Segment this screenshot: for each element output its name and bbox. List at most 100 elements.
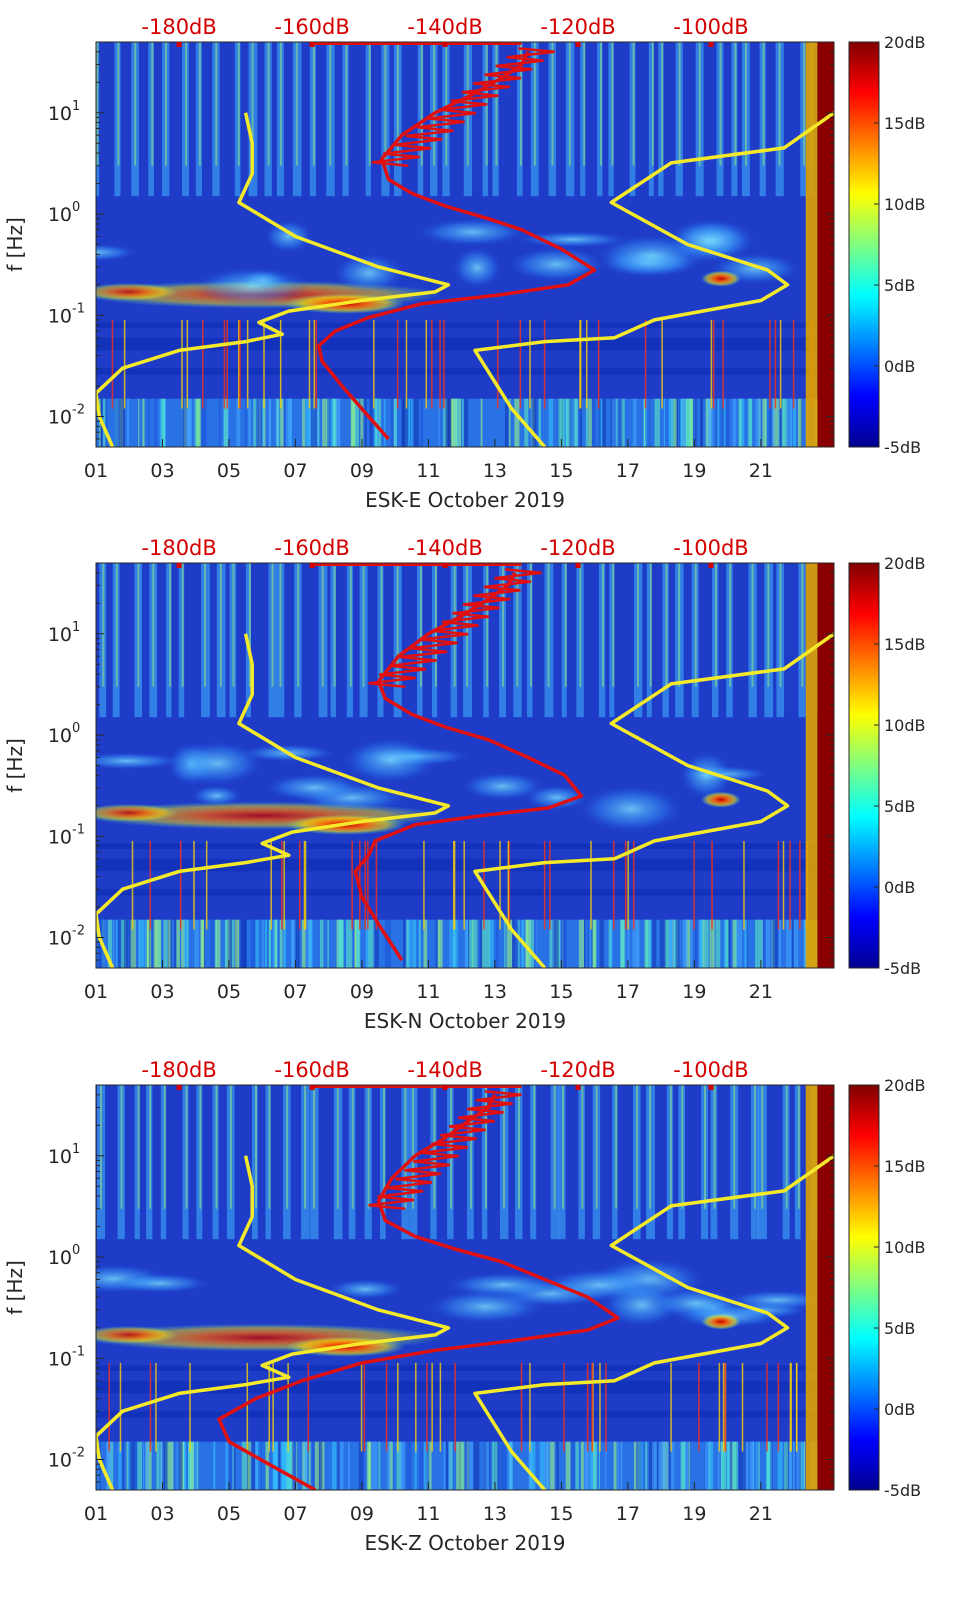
diurnal-strip <box>775 42 784 197</box>
low-band-strip <box>770 1441 773 1490</box>
low-band-strip <box>366 1441 371 1490</box>
diurnal-strip-core <box>703 1085 706 1209</box>
low-band-strip <box>744 919 747 968</box>
low-band-strip <box>452 919 455 968</box>
low-band-strip <box>708 398 714 447</box>
low-band-strip <box>350 398 356 447</box>
low-band-strip <box>584 1441 588 1490</box>
low-band-strip <box>575 1441 579 1490</box>
colorbar-tick-label: 15dB <box>884 1157 926 1176</box>
low-band-strip <box>659 919 666 968</box>
x-tick-label: 07 <box>283 1503 307 1525</box>
low-band-strip <box>118 1441 122 1490</box>
diurnal-strip-core <box>279 563 282 687</box>
diurnal-strip <box>662 563 669 718</box>
diurnal-strip <box>711 563 719 718</box>
low-band-strip <box>772 398 779 447</box>
low-band-strip <box>371 1441 378 1490</box>
x-axis-title: ESK-E October 2019 <box>365 488 565 512</box>
low-band-strip <box>766 1441 772 1490</box>
low-band-strip <box>98 1441 100 1490</box>
low-band-strip <box>802 1441 805 1490</box>
low-band-strip <box>700 398 703 447</box>
transient-spike <box>769 319 771 409</box>
x-tick-label: 05 <box>217 1503 241 1525</box>
x-tick-label: 09 <box>350 981 374 1003</box>
diurnal-strip <box>248 42 258 197</box>
y-tick-label: 10 <box>48 103 72 125</box>
noise-blob <box>341 737 440 784</box>
diurnal-strip <box>515 1085 523 1240</box>
low-band-strip <box>378 1441 381 1490</box>
diurnal-strip-core <box>251 42 254 166</box>
diurnal-strip-core <box>362 563 365 687</box>
low-band-strip <box>673 398 677 447</box>
low-band-strip <box>556 1441 559 1490</box>
low-band-strip <box>403 919 406 968</box>
noise-model-low-curve <box>96 112 451 447</box>
low-band-strip <box>419 1441 423 1490</box>
low-band-strip <box>694 919 699 968</box>
low-band-strip <box>389 1441 393 1490</box>
transient-spike <box>796 1362 798 1452</box>
low-band-strip <box>609 919 613 968</box>
diurnal-strip-core <box>669 1085 672 1209</box>
diurnal-strip-core <box>329 42 332 166</box>
low-band-strip <box>218 398 221 447</box>
low-band-strip <box>331 1441 337 1490</box>
top-db-label: -120dB <box>540 536 615 560</box>
low-band-strip <box>613 1441 617 1490</box>
diurnal-strip-core <box>495 42 498 166</box>
low-band-strip <box>308 1441 311 1490</box>
low-band-strip <box>215 919 221 968</box>
low-band-strip <box>167 1441 174 1490</box>
low-band-strip <box>443 1441 446 1490</box>
low-band-strip <box>589 398 596 447</box>
low-band-strip <box>283 398 288 447</box>
low-band-strip <box>286 1441 292 1490</box>
transient-spike <box>605 1362 607 1452</box>
low-band-strip <box>130 919 136 968</box>
low-band-strip <box>756 1441 758 1490</box>
top-db-marker <box>575 1085 581 1090</box>
transient-spike <box>149 1362 152 1452</box>
transient-spike <box>586 1362 589 1452</box>
low-band-strip <box>654 398 660 447</box>
diurnal-strip <box>283 1085 291 1240</box>
low-band-strip <box>682 919 688 968</box>
low-band-strip <box>500 1441 506 1490</box>
transient-spike <box>246 1362 249 1452</box>
diurnal-strip <box>646 563 652 718</box>
transient-spike <box>529 319 531 409</box>
noise-blob <box>426 1289 545 1324</box>
diurnal-strip-core <box>801 563 804 687</box>
diurnal-strip-core <box>678 563 681 687</box>
low-band-strip <box>153 919 158 968</box>
y-tick-label: 10 <box>48 826 72 848</box>
low-band-strip <box>314 1441 319 1490</box>
low-band-strip <box>120 919 127 968</box>
low-band-strip <box>675 919 680 968</box>
low-band-strip <box>634 919 638 968</box>
saturated-edge-fringe <box>805 1085 818 1490</box>
transient-spike <box>373 319 375 409</box>
low-band-strip <box>586 1441 590 1490</box>
y-axis-title: f [Hz] <box>3 738 27 793</box>
transient-spike <box>123 319 126 409</box>
x-tick-label: 09 <box>350 460 374 482</box>
diurnal-strip <box>330 563 337 718</box>
low-band-strip <box>732 919 736 968</box>
diurnal-strip <box>513 563 522 718</box>
diurnal-strip <box>748 563 757 718</box>
diurnal-strip-core <box>237 42 240 166</box>
low-band-strip <box>365 919 370 968</box>
low-band-strip <box>732 1441 736 1490</box>
diurnal-strip-core <box>611 42 614 166</box>
x-tick-label: 21 <box>749 981 773 1003</box>
low-band-strip <box>561 919 565 968</box>
low-band-strip <box>142 1441 145 1490</box>
transient-spike <box>779 319 782 409</box>
transient-spike <box>439 1362 442 1452</box>
noise-blob <box>191 785 242 806</box>
diurnal-strip <box>251 1085 258 1240</box>
